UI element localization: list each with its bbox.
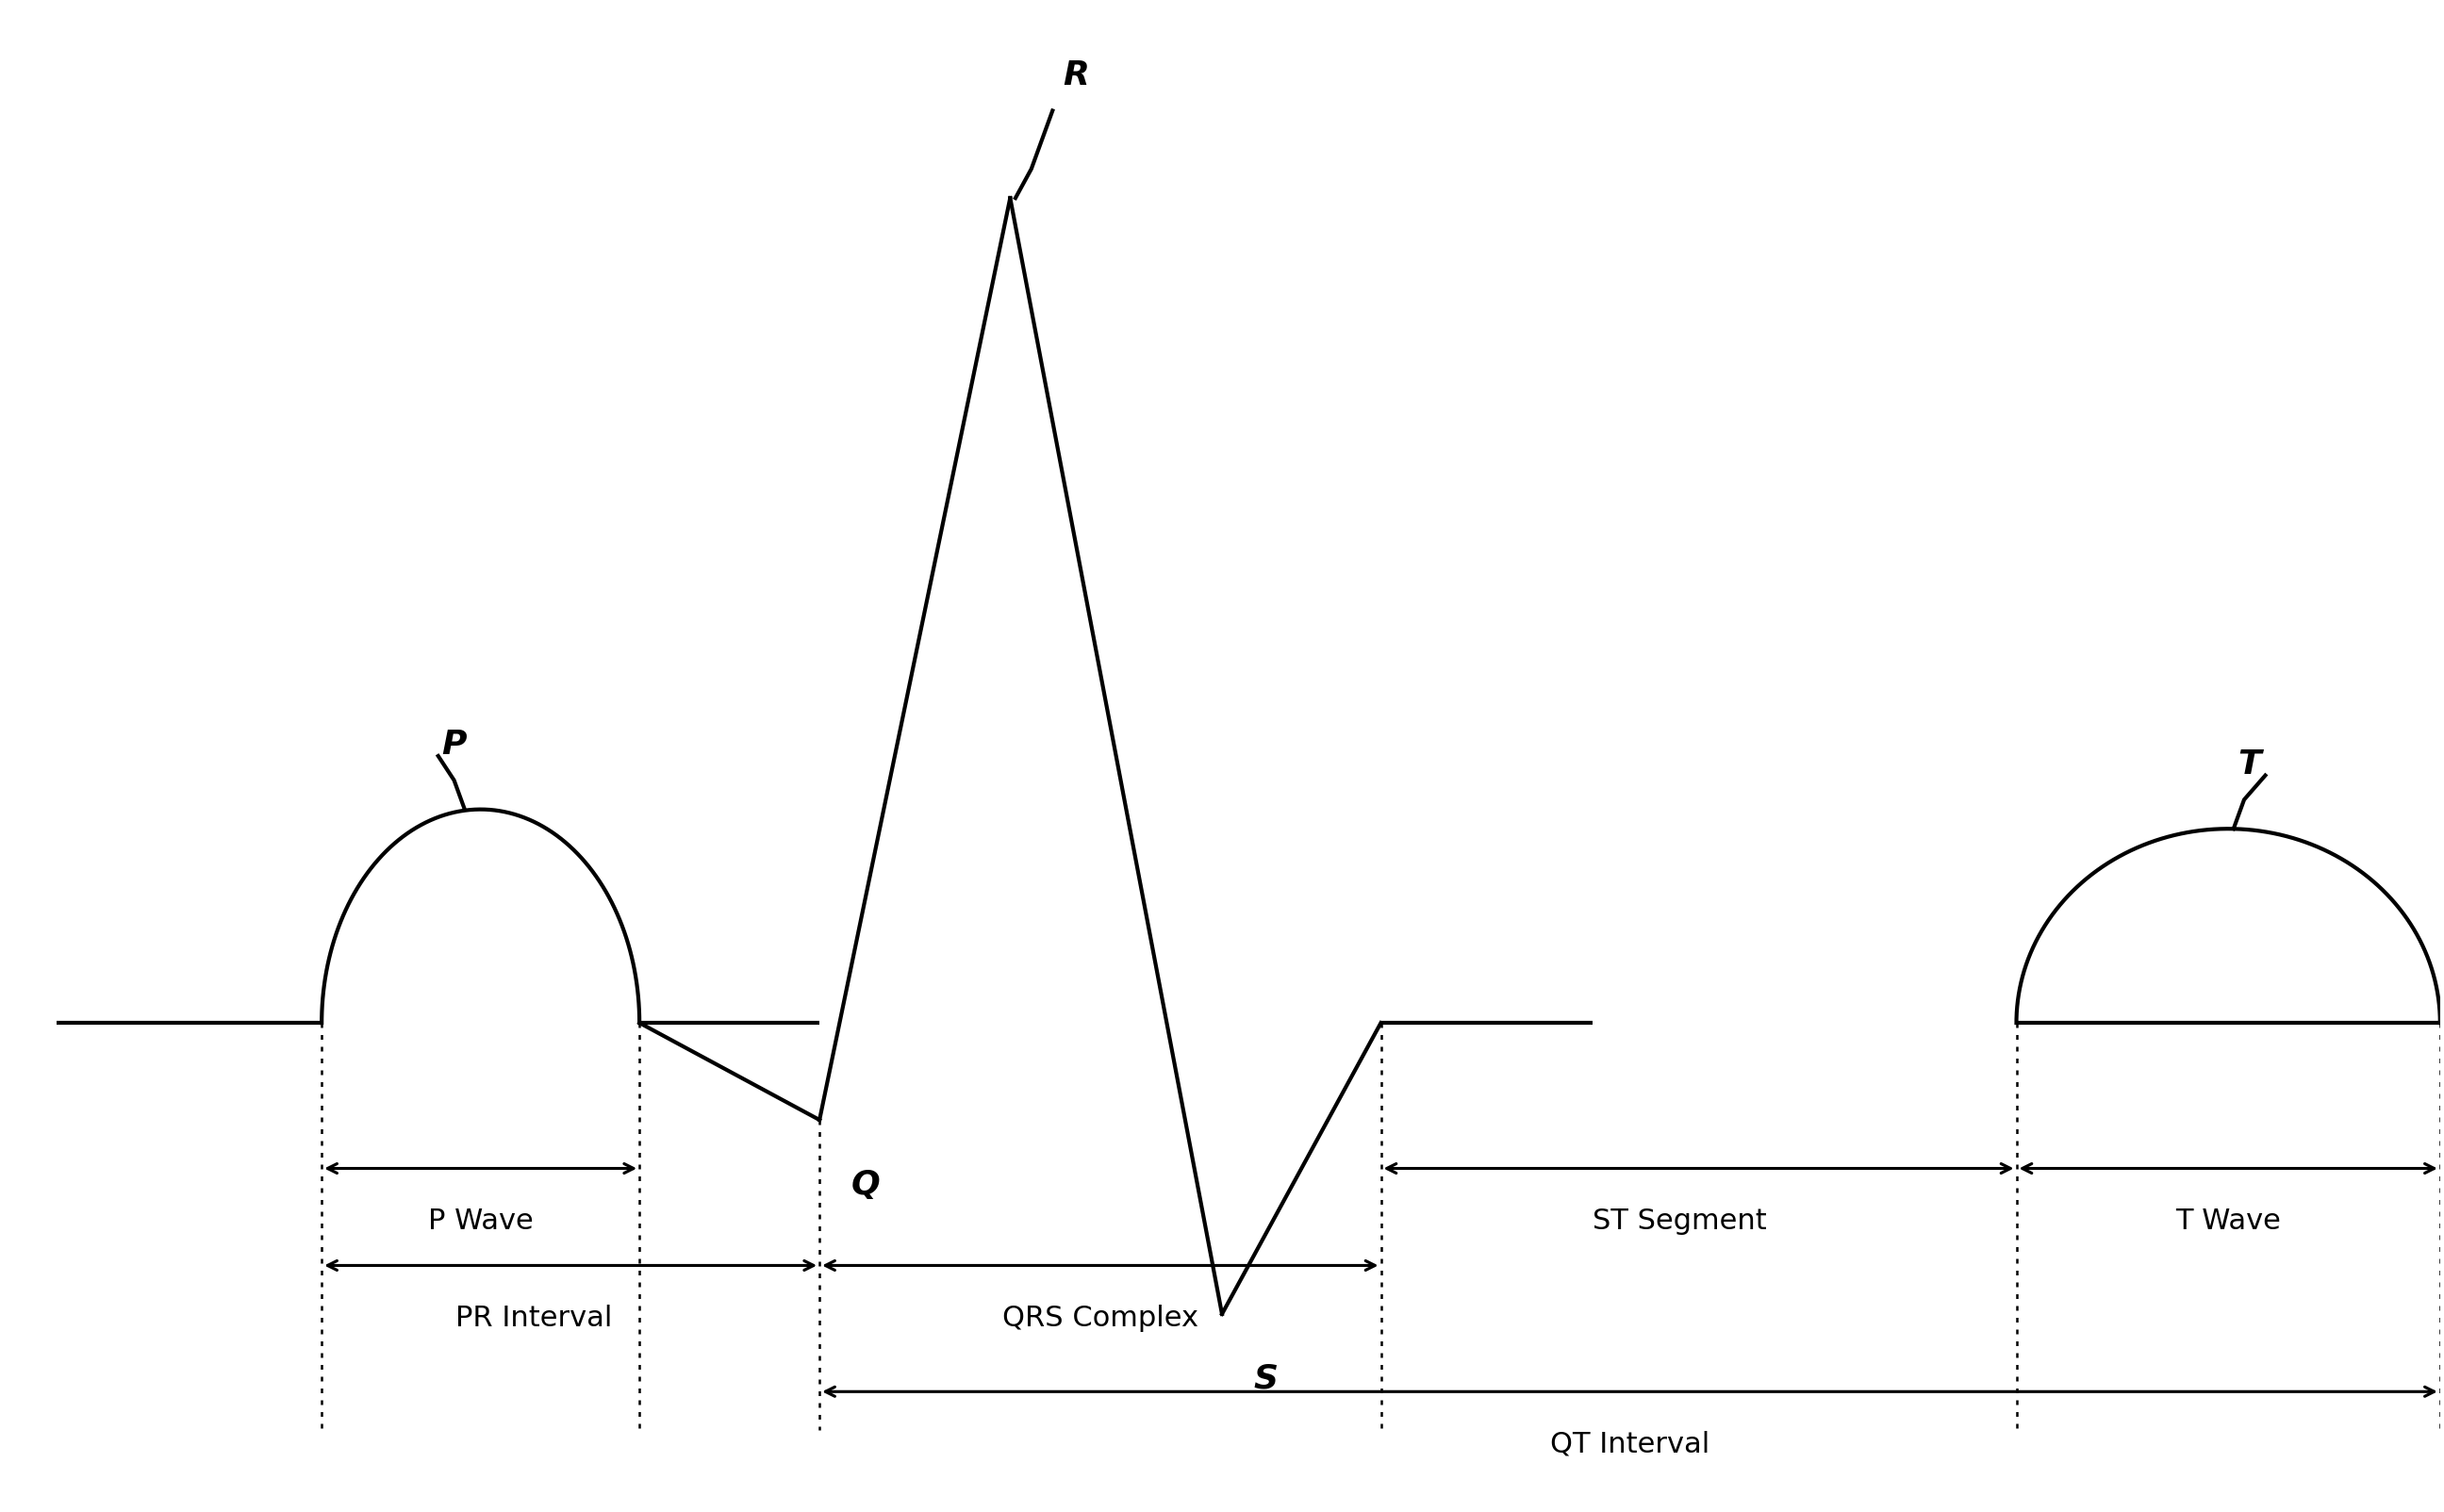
Text: Q: Q (851, 1169, 880, 1201)
Text: T Wave: T Wave (2175, 1207, 2280, 1235)
Text: PR Interval: PR Interval (455, 1305, 611, 1332)
Text: T: T (2239, 748, 2261, 780)
Text: QRS Complex: QRS Complex (1002, 1305, 1198, 1332)
Text: P Wave: P Wave (428, 1207, 533, 1235)
Text: P: P (442, 729, 467, 761)
Text: R: R (1063, 59, 1090, 91)
Text: S: S (1254, 1362, 1278, 1394)
Text: ST Segment: ST Segment (1593, 1207, 1767, 1235)
Text: QT Interval: QT Interval (1549, 1430, 1711, 1458)
